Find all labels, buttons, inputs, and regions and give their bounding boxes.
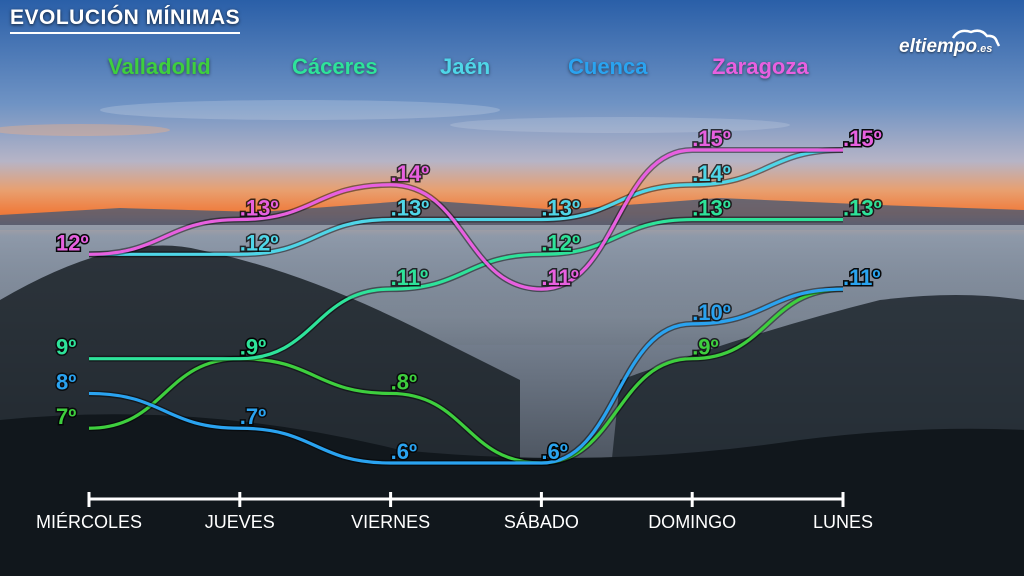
series-line-0 bbox=[88, 287, 844, 465]
data-label: .11º bbox=[391, 265, 428, 290]
eltiempo-logo: eltiempo.es bbox=[895, 28, 1015, 64]
x-tick-label: MIÉRCOLES bbox=[36, 512, 142, 532]
data-label: .13º bbox=[843, 196, 882, 221]
data-label: 7º bbox=[56, 404, 76, 429]
legend-zaragoza: Zaragoza bbox=[712, 54, 809, 79]
cloud-icon bbox=[951, 29, 1001, 47]
x-tick-label: DOMINGO bbox=[648, 512, 736, 532]
data-label: .11º bbox=[541, 265, 578, 290]
data-label: .6º bbox=[391, 439, 417, 464]
data-label: .15º bbox=[692, 126, 731, 151]
data-label: .13º bbox=[391, 196, 430, 221]
x-axis: MIÉRCOLES JUEVES VIERNES SÁBADO DOMINGO LUNES bbox=[36, 492, 873, 532]
series-line-2 bbox=[88, 148, 844, 256]
data-label: .13º bbox=[240, 196, 279, 221]
data-label: .6º bbox=[541, 439, 567, 464]
legend-cuenca: Cuenca bbox=[568, 54, 648, 79]
data-label: .15º bbox=[843, 126, 882, 151]
legend-jaen: Jaén bbox=[440, 54, 491, 79]
data-label: .14º bbox=[391, 161, 430, 186]
legend-valladolid: Valladolid bbox=[108, 54, 211, 79]
data-label: .9º bbox=[692, 335, 718, 360]
logo-text: eltiempo.es bbox=[899, 36, 993, 57]
data-label: .11º bbox=[843, 265, 880, 290]
series-lines bbox=[88, 146, 844, 467]
legend-caceres: Cáceres bbox=[292, 54, 378, 79]
data-label: .9º bbox=[240, 335, 266, 360]
data-label: 12º bbox=[56, 230, 89, 255]
data-label: .7º bbox=[240, 404, 266, 429]
data-label: .12º bbox=[541, 230, 580, 255]
series-line-3 bbox=[88, 287, 844, 465]
data-label: .14º bbox=[692, 161, 731, 186]
series-line-1 bbox=[89, 217, 843, 361]
data-label: 8º bbox=[56, 369, 76, 394]
x-tick-label: SÁBADO bbox=[504, 512, 579, 532]
data-label: .12º bbox=[240, 230, 279, 255]
data-label: 9º bbox=[56, 335, 76, 360]
chart-title: EVOLUCIÓN MÍNIMAS bbox=[10, 6, 241, 34]
data-label: .9º bbox=[240, 335, 266, 360]
x-tick-label: LUNES bbox=[813, 512, 873, 532]
data-label: .6º bbox=[541, 439, 567, 464]
data-label: .10º bbox=[692, 300, 731, 325]
data-label: 12º bbox=[56, 230, 89, 255]
data-label: .13º bbox=[541, 196, 580, 221]
data-label: .8º bbox=[391, 369, 417, 394]
x-tick-label: VIERNES bbox=[351, 512, 430, 532]
data-label: .15º bbox=[843, 126, 882, 151]
x-tick-label: JUEVES bbox=[205, 512, 275, 532]
data-label: .11º bbox=[843, 265, 880, 290]
data-label: .13º bbox=[692, 196, 731, 221]
series-line-4 bbox=[88, 148, 843, 291]
